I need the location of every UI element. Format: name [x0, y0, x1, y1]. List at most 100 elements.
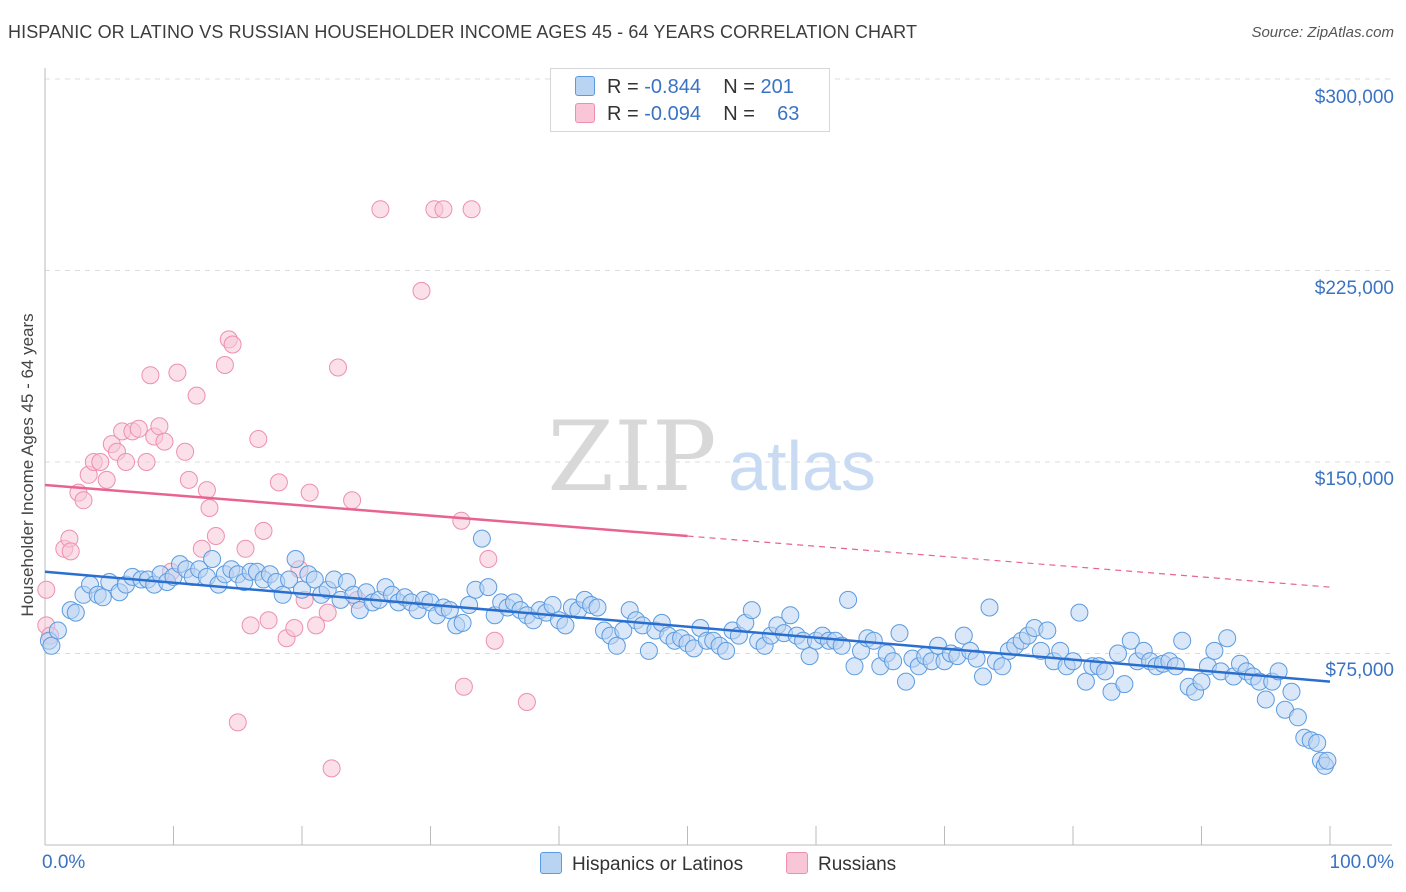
data-point	[273, 585, 292, 604]
data-point	[954, 626, 973, 645]
series-russians	[37, 200, 536, 778]
bottom-legend-russians: Russians	[786, 852, 896, 876]
data-point	[1308, 733, 1327, 752]
y-tick-label: $150,000	[1314, 469, 1394, 490]
data-point	[343, 491, 362, 510]
legend-n-value: 201	[760, 76, 794, 98]
trend-lines	[44, 483, 1331, 683]
data-point	[197, 481, 216, 500]
data-point	[223, 335, 242, 354]
data-point	[460, 596, 479, 614]
data-point	[832, 636, 851, 655]
data-point	[1121, 631, 1140, 650]
legend-r-value: -0.094	[644, 103, 701, 125]
data-point	[203, 550, 222, 568]
data-point	[318, 603, 337, 622]
data-point	[37, 580, 56, 599]
data-point	[1115, 675, 1134, 694]
data-point	[717, 641, 736, 660]
trend-line-russians-extension	[687, 535, 1331, 588]
blue-swatch	[575, 76, 595, 96]
pink-swatch	[575, 103, 595, 123]
blue-swatch	[540, 852, 562, 874]
data-point	[1096, 662, 1115, 681]
data-point	[440, 601, 459, 620]
y-tick-label: $225,000	[1314, 278, 1394, 299]
data-point	[187, 386, 206, 405]
data-point	[864, 631, 883, 650]
watermark-zip: ZIP	[547, 401, 716, 513]
legend-r-label: R =	[607, 76, 645, 98]
data-point	[607, 636, 626, 655]
legend-row-russians: R = -0.094 N = 63	[575, 103, 799, 125]
data-point	[1288, 708, 1307, 727]
data-point	[742, 601, 761, 620]
data-point	[1076, 672, 1095, 691]
data-point	[897, 672, 915, 691]
data-point	[141, 366, 160, 385]
data-point	[1192, 672, 1211, 691]
data-point	[249, 430, 268, 448]
data-point	[150, 417, 169, 436]
data-point	[434, 200, 453, 219]
correlation-legend: R = -0.844 N = 201 R = -0.094 N = 63	[550, 68, 830, 132]
data-point	[967, 649, 986, 668]
pink-swatch	[786, 852, 808, 874]
legend-r-value: -0.844	[644, 76, 701, 98]
data-point	[329, 358, 347, 377]
data-point	[91, 453, 110, 471]
data-point	[639, 641, 658, 660]
data-point	[1166, 657, 1185, 676]
data-point	[137, 453, 156, 471]
data-point	[517, 693, 536, 711]
data-point	[300, 483, 319, 502]
data-point	[61, 542, 80, 561]
data-point	[269, 473, 288, 492]
data-point	[839, 590, 858, 609]
legend-r-label: R =	[607, 103, 645, 125]
data-point	[74, 491, 93, 510]
data-point	[452, 511, 471, 530]
data-point	[1318, 751, 1337, 770]
data-point	[1109, 644, 1127, 663]
data-point	[285, 619, 304, 637]
data-point	[371, 200, 390, 219]
data-point	[305, 570, 324, 589]
data-point	[1038, 621, 1057, 640]
source-label: Source: ZipAtlas.com	[1251, 24, 1394, 41]
data-point	[974, 667, 992, 686]
data-point	[42, 636, 61, 655]
data-point	[322, 759, 341, 778]
data-point	[176, 442, 195, 461]
data-point	[307, 616, 326, 635]
data-point	[1205, 641, 1224, 660]
data-point	[155, 432, 174, 451]
data-point	[97, 470, 116, 489]
data-point	[254, 521, 273, 540]
legend-n-value: 63	[777, 103, 800, 125]
legend-row-hispanics: R = -0.844 N = 201	[575, 76, 794, 98]
data-point	[228, 713, 247, 732]
data-point	[1031, 641, 1050, 660]
data-point	[1070, 603, 1089, 622]
data-point	[454, 677, 473, 696]
data-point	[200, 499, 219, 517]
data-point	[1282, 682, 1301, 701]
data-point	[412, 281, 431, 300]
axes	[44, 68, 1392, 846]
data-point	[117, 453, 135, 471]
watermark: ZIP atlas	[547, 401, 876, 513]
data-point	[1218, 629, 1237, 648]
data-point	[280, 570, 299, 589]
trend-line-hispanics	[44, 570, 1331, 683]
data-point	[890, 624, 909, 643]
bottom-legend-label: Russians	[818, 854, 897, 875]
data-point	[993, 657, 1012, 676]
data-point	[845, 657, 864, 676]
data-point	[588, 598, 607, 617]
data-point	[206, 527, 225, 545]
chart-title: HISPANIC OR LATINO VS RUSSIAN HOUSEHOLDE…	[8, 22, 918, 42]
data-point	[93, 588, 112, 607]
bottom-legend-label: Hispanics or Latinos	[572, 854, 744, 875]
data-point	[236, 539, 255, 558]
